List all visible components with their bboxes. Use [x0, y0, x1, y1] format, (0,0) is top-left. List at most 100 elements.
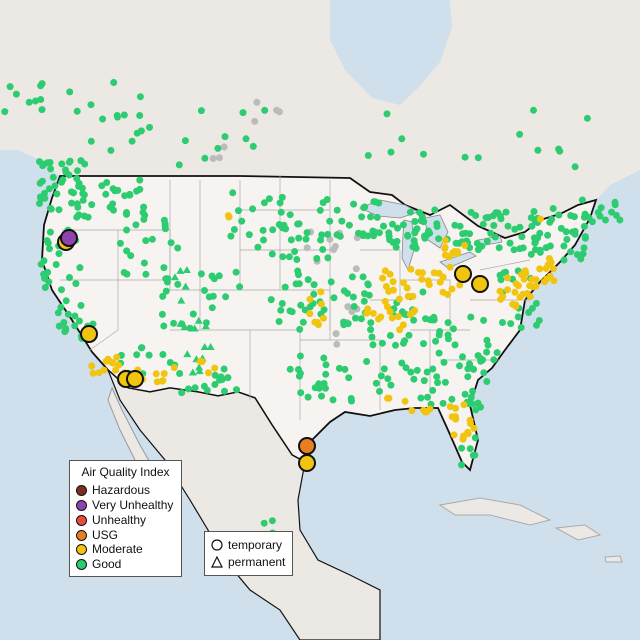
moderate-dot — [467, 420, 474, 427]
good-dot — [275, 318, 283, 325]
good-dot — [472, 212, 480, 219]
moderate-dot — [306, 310, 314, 318]
highlighted-monitor — [80, 325, 98, 343]
good-dot — [534, 146, 542, 154]
moderate-dot — [439, 288, 447, 296]
moderate-monitors — [88, 212, 558, 443]
good-dot — [211, 381, 219, 388]
good-dot — [458, 444, 466, 452]
good-dot — [297, 389, 305, 397]
good-dot — [518, 233, 526, 241]
good-dot — [72, 280, 80, 288]
good-dot — [363, 358, 371, 365]
good-dot — [394, 224, 401, 232]
good-dot — [516, 245, 524, 253]
moderate-dot — [158, 377, 166, 385]
good-dot — [573, 251, 581, 258]
moderate-dot — [225, 213, 233, 221]
good-dot — [175, 161, 183, 169]
good-dot — [474, 154, 482, 162]
legend-label: USG — [92, 528, 119, 542]
moderate-dot — [424, 277, 432, 285]
good-dot — [471, 451, 479, 459]
good-dot — [229, 189, 237, 197]
legend-label: Moderate — [92, 542, 143, 556]
good-dot — [451, 221, 459, 229]
good-dot — [580, 244, 588, 252]
moderate-dot — [441, 243, 449, 251]
good-dot — [348, 273, 356, 281]
aqi-legend: Air Quality Index Hazardous Very Unhealt… — [69, 460, 182, 577]
good-dot — [324, 254, 332, 262]
moderate-dot — [403, 284, 411, 292]
good-dot — [420, 377, 428, 385]
moderate-dot — [408, 407, 416, 415]
good-dot — [103, 179, 111, 186]
legend-item-hazardous: Hazardous — [76, 483, 150, 497]
moderate-dot — [383, 303, 391, 311]
good-dot — [420, 150, 427, 158]
good-dot — [557, 224, 565, 232]
good-dot — [367, 213, 375, 221]
good-dot — [260, 519, 268, 527]
good-dot — [580, 213, 588, 221]
moderate-dot — [496, 287, 504, 295]
good-dot — [461, 153, 469, 161]
good-dot — [466, 445, 474, 453]
good-dot — [571, 230, 579, 238]
good-dot — [261, 106, 269, 114]
permanent-monitor-triangle — [176, 266, 185, 274]
good-dot — [189, 310, 197, 318]
good-dot — [245, 231, 253, 239]
good-dot — [407, 368, 415, 376]
good-dot — [345, 221, 353, 229]
good-dot — [484, 341, 492, 349]
good-dot — [433, 373, 441, 381]
good-dot — [482, 214, 490, 222]
good-dot — [136, 93, 144, 101]
moderate-dot — [452, 413, 459, 421]
permanent-monitor-triangle — [180, 323, 189, 331]
good-dot — [221, 387, 228, 395]
good-dot — [128, 137, 136, 145]
good-dot — [87, 137, 95, 145]
good-dot — [46, 245, 53, 253]
good-dot — [392, 341, 399, 349]
good-dot — [510, 246, 518, 254]
good-dot — [474, 352, 482, 360]
good-dot — [227, 232, 235, 240]
good-dot — [37, 96, 45, 103]
moderate-swatch — [76, 543, 87, 555]
good-dot — [449, 325, 457, 333]
good-dot — [324, 230, 332, 238]
good-dot — [58, 178, 66, 186]
good-dot — [123, 210, 130, 218]
legend-label: permanent — [228, 555, 286, 569]
moderate-dot — [89, 369, 97, 377]
good-dot — [466, 230, 474, 238]
good-dot — [380, 222, 387, 230]
good-dot — [420, 218, 428, 226]
good-dot — [478, 242, 486, 250]
permanent-monitor-triangle — [176, 319, 185, 327]
good-dot — [45, 278, 53, 286]
legend-item-usg: USG — [76, 528, 118, 542]
moderate-dot — [514, 282, 522, 290]
good-dot — [215, 272, 223, 280]
moderate-dot — [528, 275, 536, 283]
good-dot — [70, 189, 77, 197]
good-dot — [490, 222, 498, 229]
good-dot — [322, 370, 330, 378]
moderate-dot — [512, 301, 520, 309]
good-dot — [371, 228, 379, 236]
good-dot — [514, 313, 522, 321]
good-dot — [389, 220, 396, 228]
good-dot — [260, 236, 267, 244]
good-dot — [304, 393, 312, 401]
good-dot — [61, 328, 69, 336]
good-dot — [493, 349, 501, 357]
good-dot — [338, 217, 346, 225]
legend-label: temporary — [228, 538, 283, 552]
good-dot — [320, 306, 328, 314]
good-dot — [136, 112, 144, 119]
